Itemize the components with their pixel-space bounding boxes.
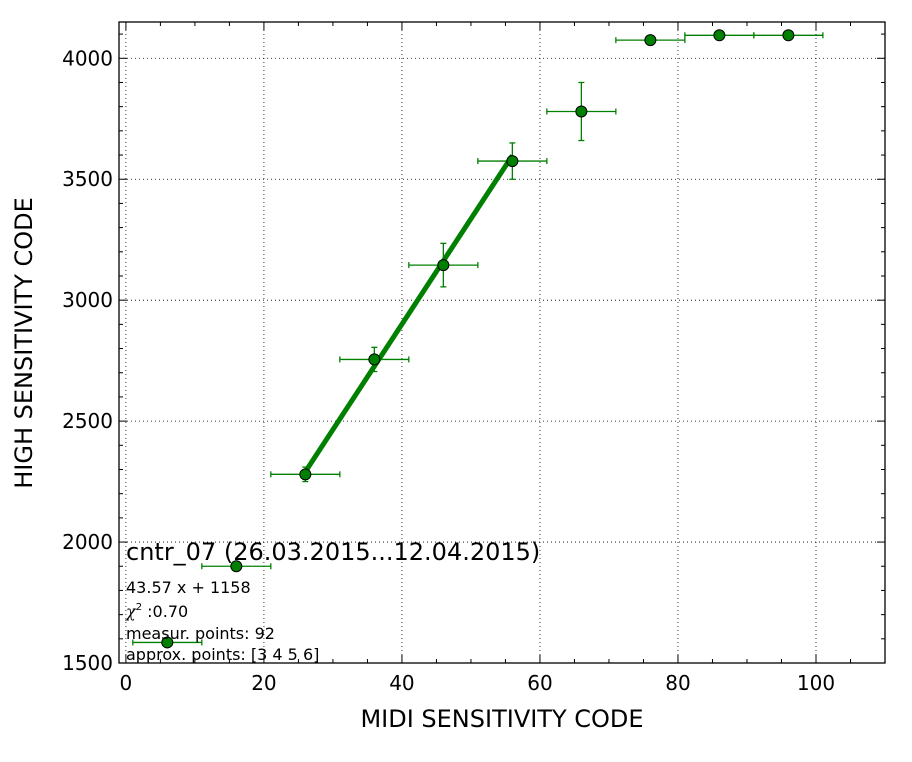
annotation-approx-points: approx. points: [3 4 5 6] (126, 645, 319, 664)
data-point (477, 142, 548, 180)
point-marker (437, 259, 450, 272)
x-tick-label: 80 (665, 671, 690, 695)
point-marker (368, 353, 381, 366)
y-tick-label: 2000 (62, 530, 113, 554)
data-point (270, 466, 341, 483)
plot-frame (118, 21, 886, 664)
point-marker (506, 155, 519, 168)
point-marker (713, 29, 726, 42)
point-marker (575, 105, 588, 118)
x-tick-label: 40 (389, 671, 414, 695)
annotation-title: cntr_07 (26.03.2015...12.04.2015) (126, 538, 540, 566)
grid (119, 22, 885, 664)
chi2-value: :0.70 (142, 602, 188, 621)
data-point (753, 29, 824, 42)
x-tick-label: 100 (797, 671, 835, 695)
tick-labels: 0 20 40 60 80 100 1500 2000 2500 3000 3500 4000 (62, 46, 835, 695)
annotation-chi2: χ2 :0.70 (125, 602, 188, 621)
annotation-equation: 43.57 x + 1158 (126, 578, 251, 597)
y-tick-label: 2500 (62, 409, 113, 433)
annotation: cntr_07 (26.03.2015...12.04.2015) 43.57 … (125, 538, 540, 664)
data-point (546, 81, 617, 142)
y-tick-label: 1500 (62, 651, 113, 675)
chi2-symbol: χ (125, 602, 137, 621)
chi2-power: 2 (136, 602, 142, 613)
fit-line-layer (303, 154, 515, 474)
annotation-measur-points: measur. points: 92 (126, 624, 275, 643)
minor-ticks (119, 22, 886, 663)
point-marker (299, 468, 312, 481)
data-point (408, 242, 479, 288)
point-marker (230, 560, 243, 573)
y-tick-label: 4000 (62, 46, 113, 70)
y-tick-label: 3000 (62, 288, 113, 312)
y-axis-title: HIGH SENSITIVITY CODE (10, 197, 38, 489)
data-points (132, 29, 824, 649)
fit-line (303, 154, 515, 474)
data-point (201, 560, 272, 573)
point-marker (644, 34, 657, 47)
data-point (339, 346, 410, 373)
data-point (615, 34, 686, 47)
data-point (684, 29, 755, 42)
y-tick-label: 3500 (62, 167, 113, 191)
data-point (132, 636, 203, 649)
x-axis-title: MIDI SENSITIVITY CODE (360, 705, 643, 733)
point-marker (161, 636, 174, 649)
x-tick-label: 60 (527, 671, 552, 695)
x-tick-label: 0 (120, 671, 133, 695)
point-marker (782, 29, 795, 42)
x-tick-label: 20 (251, 671, 276, 695)
